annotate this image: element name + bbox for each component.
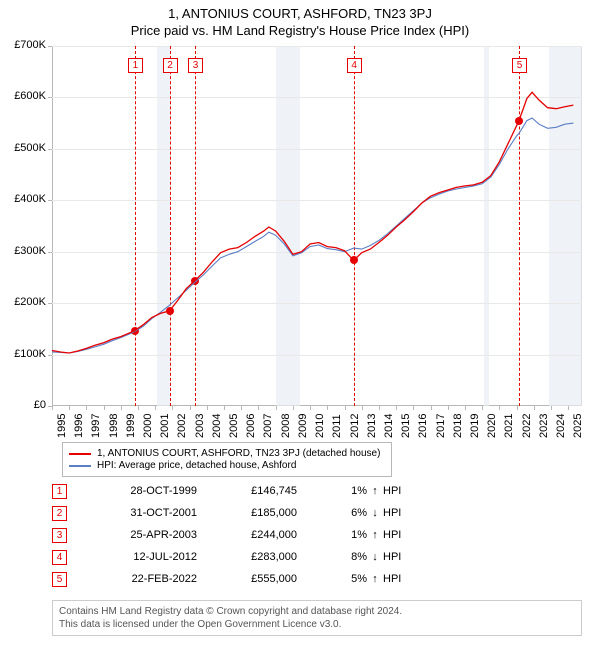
legend-label: 1, ANTONIUS COURT, ASHFORD, TN23 3PJ (de… (97, 448, 380, 459)
arrow-down-icon: ↓ (367, 551, 383, 563)
table-row: 4 12-JUL-2012£283,0008%↓HPI (52, 546, 413, 568)
row-date: 25-APR-2003 (87, 529, 217, 541)
arrow-down-icon: ↓ (367, 507, 383, 519)
legend-swatch (69, 453, 91, 455)
footer-line1: Contains HM Land Registry data © Crown c… (59, 605, 575, 618)
table-row: 2 31-OCT-2001£185,0006%↓HPI (52, 502, 413, 524)
arrow-up-icon: ↑ (367, 573, 383, 585)
row-date: 22-FEB-2022 (87, 573, 217, 585)
legend-item: 1, ANTONIUS COURT, ASHFORD, TN23 3PJ (de… (69, 448, 385, 459)
row-price: £244,000 (217, 529, 317, 541)
row-date: 28-OCT-1999 (87, 485, 217, 497)
row-marker-num: 3 (52, 528, 67, 543)
row-marker-num: 1 (52, 484, 67, 499)
row-price: £283,000 (217, 551, 317, 563)
row-marker-num: 2 (52, 506, 67, 521)
row-pct: 6% (317, 507, 367, 519)
footer-attribution: Contains HM Land Registry data © Crown c… (52, 600, 582, 636)
row-price: £185,000 (217, 507, 317, 519)
row-hpi-label: HPI (383, 551, 413, 563)
row-hpi-label: HPI (383, 573, 413, 585)
arrow-up-icon: ↑ (367, 529, 383, 541)
footer-line2: This data is licensed under the Open Gov… (59, 618, 575, 631)
row-date: 12-JUL-2012 (87, 551, 217, 563)
property-line (52, 92, 573, 353)
row-pct: 1% (317, 485, 367, 497)
row-hpi-label: HPI (383, 529, 413, 541)
table-row: 1 28-OCT-1999£146,7451%↑HPI (52, 480, 413, 502)
row-pct: 8% (317, 551, 367, 563)
row-date: 31-OCT-2001 (87, 507, 217, 519)
arrow-up-icon: ↑ (367, 485, 383, 497)
row-marker-num: 4 (52, 550, 67, 565)
row-pct: 1% (317, 529, 367, 541)
legend: 1, ANTONIUS COURT, ASHFORD, TN23 3PJ (de… (62, 442, 392, 477)
table-row: 5 22-FEB-2022£555,0005%↑HPI (52, 568, 413, 590)
legend-swatch (69, 465, 91, 467)
row-price: £555,000 (217, 573, 317, 585)
legend-label: HPI: Average price, detached house, Ashf… (97, 460, 296, 471)
table-row: 3 25-APR-2003£244,0001%↑HPI (52, 524, 413, 546)
row-hpi-label: HPI (383, 507, 413, 519)
hpi-line (52, 118, 573, 353)
row-price: £146,745 (217, 485, 317, 497)
legend-item: HPI: Average price, detached house, Ashf… (69, 460, 385, 471)
row-marker-num: 5 (52, 572, 67, 587)
row-pct: 5% (317, 573, 367, 585)
row-hpi-label: HPI (383, 485, 413, 497)
sales-table: 128-OCT-1999£146,7451%↑HPI231-OCT-2001£1… (52, 480, 413, 590)
